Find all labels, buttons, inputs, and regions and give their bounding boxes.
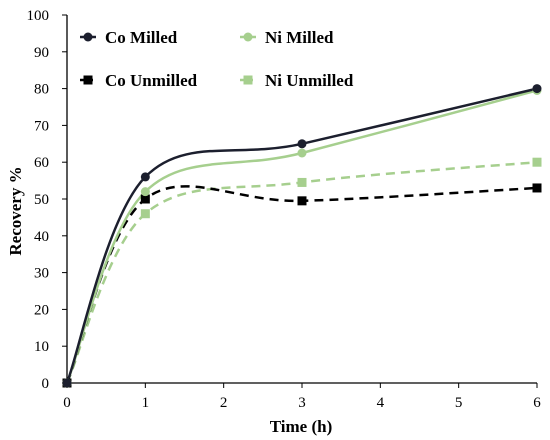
legend-label: Co Milled (105, 28, 178, 47)
series-line-ni-milled (65, 89, 538, 384)
data-point-ni-unmilled (140, 209, 150, 219)
legend-label: Ni Unmilled (265, 71, 354, 90)
axes: 0 10 20 30 40 50 60 70 80 90 100 0 1 2 3 4 5 6 (27, 8, 542, 411)
data-point-co-unmilled (532, 183, 542, 193)
data-point-co-milled (297, 139, 307, 149)
legend-marker (243, 32, 253, 42)
x-axis-title: Time (h) (270, 417, 333, 436)
x-tick-label: 2 (220, 395, 228, 411)
legend-marker (83, 32, 93, 42)
data-point-ni-unmilled (532, 157, 542, 167)
series-lines (65, 87, 538, 384)
y-tick-label: 30 (34, 266, 49, 282)
series-line-ni-unmilled (65, 160, 538, 384)
legend-item-co-unmilled: Co Unmilled (80, 71, 198, 90)
data-point-ni-milled (297, 148, 307, 158)
y-tick-label: 40 (34, 229, 49, 245)
series-line-co-milled (65, 87, 538, 384)
y-tick-label: 80 (34, 82, 49, 98)
legend-label: Co Unmilled (105, 71, 198, 90)
data-point-co-unmilled (297, 196, 307, 206)
legend-marker (83, 75, 93, 85)
x-tick-label: 6 (533, 395, 541, 411)
x-tick-label: 5 (455, 395, 463, 411)
y-tick-label: 50 (34, 192, 49, 208)
data-point-co-unmilled (140, 194, 150, 204)
data-point-co-milled (62, 378, 72, 388)
series-markers (62, 84, 542, 388)
y-tick-label: 100 (27, 8, 50, 24)
legend: Co Milled Ni Milled Co Unmilled Ni Unmilled (80, 28, 354, 90)
y-axis-title: Recovery % (6, 166, 25, 255)
data-point-ni-milled (140, 187, 150, 197)
legend-item-ni-unmilled: Ni Unmilled (240, 71, 354, 90)
y-tick-label: 60 (34, 155, 49, 171)
legend-label: Ni Milled (265, 28, 334, 47)
data-point-co-milled (532, 84, 542, 94)
legend-item-ni-milled: Ni Milled (240, 28, 334, 47)
data-point-ni-unmilled (297, 177, 307, 187)
y-tick-label: 0 (42, 376, 50, 392)
x-tick-label: 4 (377, 395, 385, 411)
data-point-co-milled (140, 172, 150, 182)
y-tick-label: 20 (34, 302, 49, 318)
x-tick-label: 1 (142, 395, 150, 411)
legend-item-co-milled: Co Milled (80, 28, 178, 47)
y-tick-label: 70 (34, 118, 49, 134)
y-tick-label: 10 (34, 339, 49, 355)
legend-marker (243, 75, 253, 85)
x-tick-label: 3 (298, 395, 306, 411)
x-tick-label: 0 (63, 395, 71, 411)
y-tick-label: 90 (34, 45, 49, 61)
